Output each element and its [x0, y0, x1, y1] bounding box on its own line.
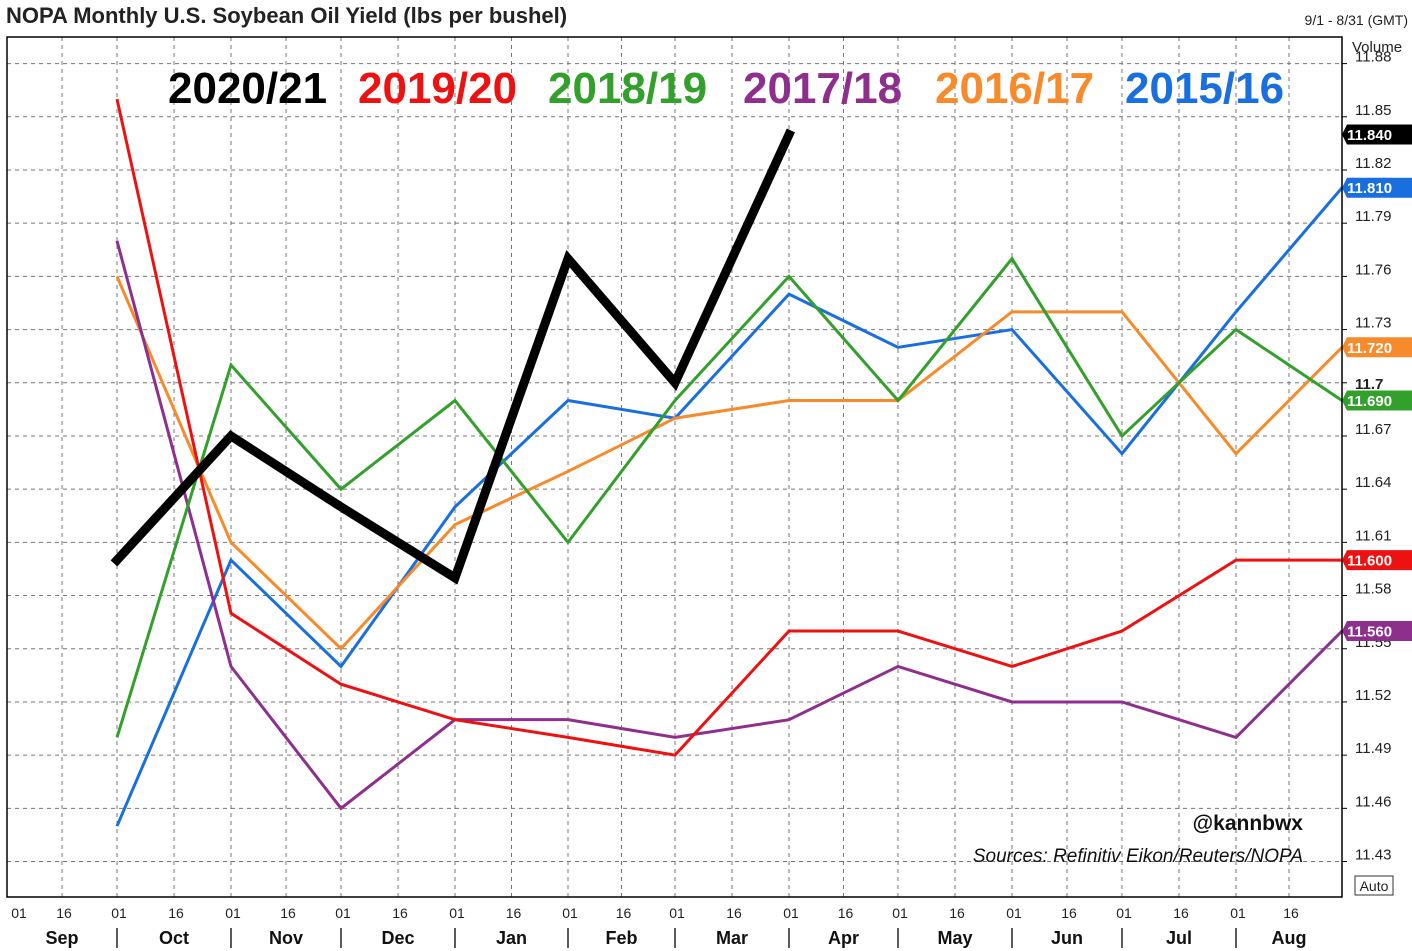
x-day-label: 01 — [669, 905, 685, 921]
x-day-label: 01 — [1006, 905, 1022, 921]
x-month-label: Dec — [381, 928, 414, 948]
series-line-2018-19 — [115, 256, 1343, 738]
x-day-label: 01 — [11, 905, 27, 921]
chart-title: NOPA Monthly U.S. Soybean Oil Yield (lbs… — [6, 3, 568, 28]
series-line-2016-17 — [115, 275, 1344, 651]
x-day-label: 01 — [225, 905, 241, 921]
x-month-label: Apr — [828, 928, 859, 948]
x-day-label: 16 — [392, 905, 408, 921]
last-value-tag-bg — [1342, 124, 1412, 145]
x-day-label: 16 — [168, 905, 184, 921]
last-value-tag-2016-17: 11.720 — [1342, 337, 1412, 358]
plot-border — [6, 36, 1343, 898]
legend: 2020/21 2019/20 2018/19 2017/18 2016/17 2015/… — [168, 64, 1284, 113]
y-tick-label: 11.61 — [1355, 527, 1391, 544]
last-value-tag-bg — [1342, 337, 1412, 358]
last-value-tag-text: 11.810 — [1347, 180, 1392, 197]
last-value-tag-bg — [1342, 621, 1412, 642]
series-line-2019-20 — [115, 98, 1342, 757]
x-day-label: 01 — [783, 905, 799, 921]
watermark-handle: @kannbwx — [1193, 812, 1304, 835]
x-day-label: 16 — [280, 905, 296, 921]
y-tick-label: 11.43 — [1355, 847, 1391, 864]
y-tick-label: 11.82 — [1355, 155, 1391, 172]
legend-item-2015-16: 2015/16 — [1125, 64, 1284, 113]
x-day-label: 16 — [726, 905, 742, 921]
y-tick-label: 11.58 — [1355, 581, 1391, 598]
y-tick-label: 11.49 — [1355, 740, 1391, 757]
x-axis: 01 16 Sep 01 16 Oct 01 16 Nov 01 16 Dec 01 16 Jan 01 16 F… — [11, 905, 1307, 948]
legend-item-2020-21: 2020/21 — [168, 64, 327, 113]
last-value-tag-text: 11.690 — [1347, 393, 1392, 410]
x-month-label: May — [937, 928, 972, 948]
x-month-label: Mar — [716, 928, 748, 948]
y-tick-label: 11.79 — [1355, 208, 1391, 225]
x-day-label: 16 — [1283, 905, 1299, 921]
series-line-2017-18 — [115, 240, 1344, 811]
x-day-label: 16 — [506, 905, 522, 921]
y-axis: 11.4311.4611.4911.5211.5511.5811.6111.64… — [1342, 49, 1412, 864]
x-month-label: Feb — [605, 928, 637, 948]
series-line-2020-21 — [110, 128, 795, 585]
y-tick-label: 11.76 — [1355, 261, 1391, 278]
x-day-label: 01 — [1116, 905, 1132, 921]
x-day-label: 01 — [562, 905, 578, 921]
x-month-label: Jul — [1166, 928, 1192, 948]
x-day-label: 01 — [111, 905, 127, 921]
x-month-label: Nov — [269, 928, 303, 948]
legend-item-2018-19: 2018/19 — [548, 64, 707, 113]
y-tick-label: 11.7 — [1355, 376, 1383, 393]
last-value-tag-text: 11.600 — [1347, 553, 1392, 570]
series-line-2015-16 — [115, 186, 1344, 827]
y-tick-label: 11.85 — [1355, 102, 1391, 119]
x-day-label: 01 — [1230, 905, 1246, 921]
last-value-tag-text: 11.840 — [1347, 127, 1392, 144]
last-value-tag-bg — [1342, 390, 1412, 411]
auto-button[interactable]: Auto — [1354, 875, 1394, 896]
last-value-tag-2017-18: 11.560 — [1342, 621, 1412, 642]
x-day-label: 01 — [335, 905, 351, 921]
y-tick-label: 11.46 — [1355, 793, 1391, 810]
y-tick-label: 11.67 — [1355, 421, 1391, 438]
last-value-tag-2015-16: 11.810 — [1342, 177, 1412, 198]
auto-button-label: Auto — [1360, 878, 1389, 894]
x-day-label: 16 — [1061, 905, 1077, 921]
last-value-tag-2020-21: 11.840 — [1342, 124, 1412, 145]
legend-item-2017-18: 2017/18 — [743, 64, 902, 113]
x-day-label: 16 — [616, 905, 632, 921]
x-day-label: 16 — [949, 905, 965, 921]
watermark-sources: Sources: Refinitiv Eikon/Reuters/NOPA — [973, 846, 1303, 867]
y-tick-label: 11.88 — [1355, 49, 1391, 66]
y-tick-label: 11.52 — [1355, 687, 1391, 704]
last-value-tag-bg — [1342, 550, 1412, 571]
x-month-label: Oct — [159, 928, 189, 948]
last-value-tag-2019-20: 11.600 — [1342, 550, 1412, 571]
series-lines — [110, 98, 1344, 827]
legend-item-2016-17: 2016/17 — [935, 64, 1094, 113]
y-tick-label: 11.73 — [1355, 315, 1391, 332]
x-month-label: Aug — [1272, 928, 1307, 948]
date-range: 9/1 - 8/31 (GMT) — [1304, 12, 1408, 28]
last-value-tag-bg — [1342, 177, 1412, 198]
x-day-label: 01 — [892, 905, 908, 921]
last-value-tag-2018-19: 11.690 — [1342, 390, 1412, 411]
x-day-label: 01 — [449, 905, 465, 921]
last-value-tag-text: 11.560 — [1347, 624, 1392, 641]
last-value-tag-text: 11.720 — [1347, 340, 1392, 357]
x-day-label: 16 — [1173, 905, 1189, 921]
volume-label: Volume — [1352, 39, 1402, 56]
x-month-label: Jan — [496, 928, 527, 948]
x-month-label: Jun — [1051, 928, 1083, 948]
x-day-label: 16 — [838, 905, 854, 921]
y-tick-label: 11.64 — [1355, 474, 1391, 491]
legend-item-2019-20: 2019/20 — [358, 64, 517, 113]
x-day-label: 16 — [56, 905, 72, 921]
x-month-label: Sep — [45, 928, 78, 948]
